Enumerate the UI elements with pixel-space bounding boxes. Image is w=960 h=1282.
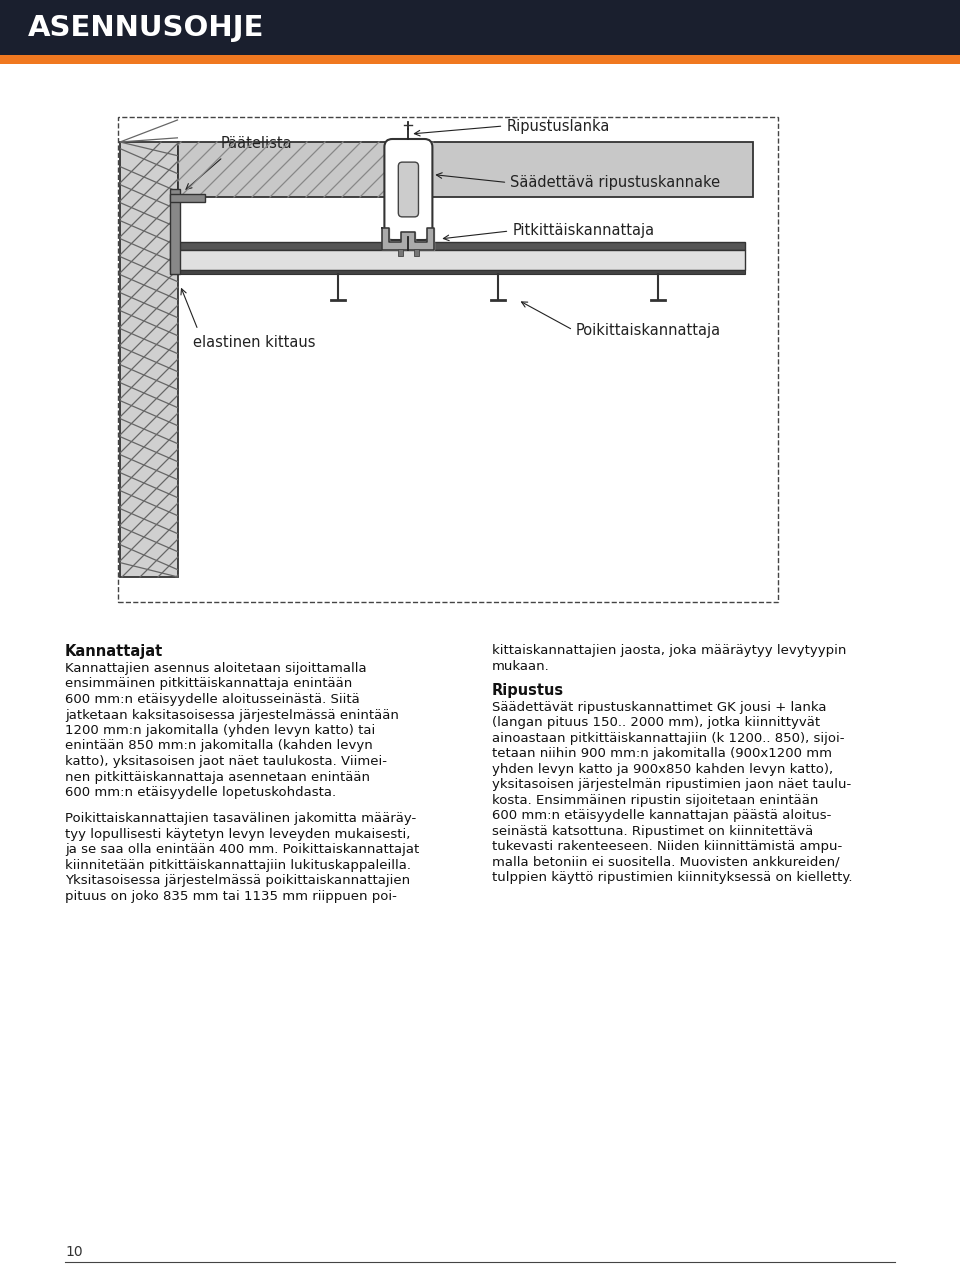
FancyBboxPatch shape [384,138,432,240]
Text: ensimmäinen pitkittäiskannattaja enintään: ensimmäinen pitkittäiskannattaja enintää… [65,677,352,691]
Text: (langan pituus 150.. 2000 mm), jotka kiinnittyvät: (langan pituus 150.. 2000 mm), jotka kii… [492,717,820,729]
Text: elastinen kittaus: elastinen kittaus [193,335,316,350]
Text: Pitkittäiskannattaja: Pitkittäiskannattaja [513,223,655,238]
Bar [170,271,745,274]
Bar [170,188,180,274]
Text: kittaiskannattajien jaosta, joka määräytyy levytyypin: kittaiskannattajien jaosta, joka määräyt… [492,644,847,656]
Text: pituus on joko 835 mm tai 1135 mm riippuen poi-: pituus on joko 835 mm tai 1135 mm riippu… [65,890,396,903]
Text: Säädettävät ripustuskannattimet GK jousi + lanka: Säädettävät ripustuskannattimet GK jousi… [492,701,827,714]
Text: malla betoniin ei suositella. Muovisten ankkureiden/: malla betoniin ei suositella. Muovisten … [492,856,840,869]
Bar [170,250,745,271]
Text: Päätelista: Päätelista [221,136,293,151]
Text: seinästä katsottuna. Ripustimet on kiinnitettävä: seinästä katsottuna. Ripustimet on kiinn… [492,824,813,837]
FancyBboxPatch shape [398,162,419,217]
Text: ASENNUSOHJE: ASENNUSOHJE [28,14,265,41]
Text: Ripustuslanka: Ripustuslanka [507,118,610,133]
Bar [170,242,745,250]
Text: Ripustus: Ripustus [492,683,564,697]
Text: kosta. Ensimmäinen ripustin sijoitetaan enintään: kosta. Ensimmäinen ripustin sijoitetaan … [492,794,818,806]
Text: 10: 10 [65,1245,83,1259]
Text: jatketaan kaksitasoisessa järjestelmässä enintään: jatketaan kaksitasoisessa järjestelmässä… [65,709,398,722]
Text: enintään 850 mm:n jakomitalla (kahden levyn: enintään 850 mm:n jakomitalla (kahden le… [65,740,372,753]
Text: 600 mm:n etäisyydelle aloitusseinästä. Siitä: 600 mm:n etäisyydelle aloitusseinästä. S… [65,694,360,706]
Polygon shape [382,228,434,250]
Text: Kannattajat: Kannattajat [65,644,163,659]
Text: tulppien käyttö ripustimien kiinnityksessä on kielletty.: tulppien käyttö ripustimien kiinnitykses… [492,872,852,885]
Bar [0,0,960,55]
Text: katto), yksitasoisen jaot näet taulukosta. Viimei-: katto), yksitasoisen jaot näet taulukost… [65,755,387,768]
Text: nen pitkittäiskannattaja asennetaan enintään: nen pitkittäiskannattaja asennetaan enin… [65,770,370,783]
Text: tyy lopullisesti käytetyn levyn leveyden mukaisesti,: tyy lopullisesti käytetyn levyn leveyden… [65,828,410,841]
Bar [0,55,960,64]
Text: Yksitasoisessa järjestelmässä poikittaiskannattajien: Yksitasoisessa järjestelmässä poikittais… [65,874,410,887]
Text: Säädettävä ripustuskannake: Säädettävä ripustuskannake [511,176,721,190]
Text: mukaan.: mukaan. [492,659,550,673]
Bar [170,194,205,203]
Text: yhden levyn katto ja 900x850 kahden levyn katto),: yhden levyn katto ja 900x850 kahden levy… [492,763,833,776]
Text: Kannattajien asennus aloitetaan sijoittamalla: Kannattajien asennus aloitetaan sijoitta… [65,662,367,676]
Text: ainoastaan pitkittäiskannattajiin (k 1200.. 850), sijoi-: ainoastaan pitkittäiskannattajiin (k 120… [492,732,845,745]
Text: ja se saa olla enintään 400 mm. Poikittaiskannattajat: ja se saa olla enintään 400 mm. Poikitta… [65,844,420,856]
Text: 600 mm:n etäisyydelle lopetuskohdasta.: 600 mm:n etäisyydelle lopetuskohdasta. [65,786,336,799]
Text: tukevasti rakenteeseen. Niiden kiinnittämistä ampu-: tukevasti rakenteeseen. Niiden kiinnittä… [492,840,842,854]
Bar [118,117,778,603]
Text: Poikittaiskannattaja: Poikittaiskannattaja [576,323,721,337]
Text: 600 mm:n etäisyydelle kannattajan päästä aloitus-: 600 mm:n etäisyydelle kannattajan päästä… [492,809,831,822]
Bar [178,142,753,197]
Text: 1200 mm:n jakomitalla (yhden levyn katto) tai: 1200 mm:n jakomitalla (yhden levyn katto… [65,724,375,737]
Text: kiinnitetään pitkittäiskannattajiin lukituskappaleilla.: kiinnitetään pitkittäiskannattajiin luki… [65,859,411,872]
Text: tetaan niihin 900 mm:n jakomitalla (900x1200 mm: tetaan niihin 900 mm:n jakomitalla (900x… [492,747,832,760]
Bar [398,249,403,256]
Text: Poikittaiskannattajien tasavälinen jakomitta määräy-: Poikittaiskannattajien tasavälinen jakom… [65,813,417,826]
Bar [415,249,420,256]
Text: yksitasoisen järjestelmän ripustimien jaon näet taulu-: yksitasoisen järjestelmän ripustimien ja… [492,778,852,791]
Bar [120,142,178,577]
